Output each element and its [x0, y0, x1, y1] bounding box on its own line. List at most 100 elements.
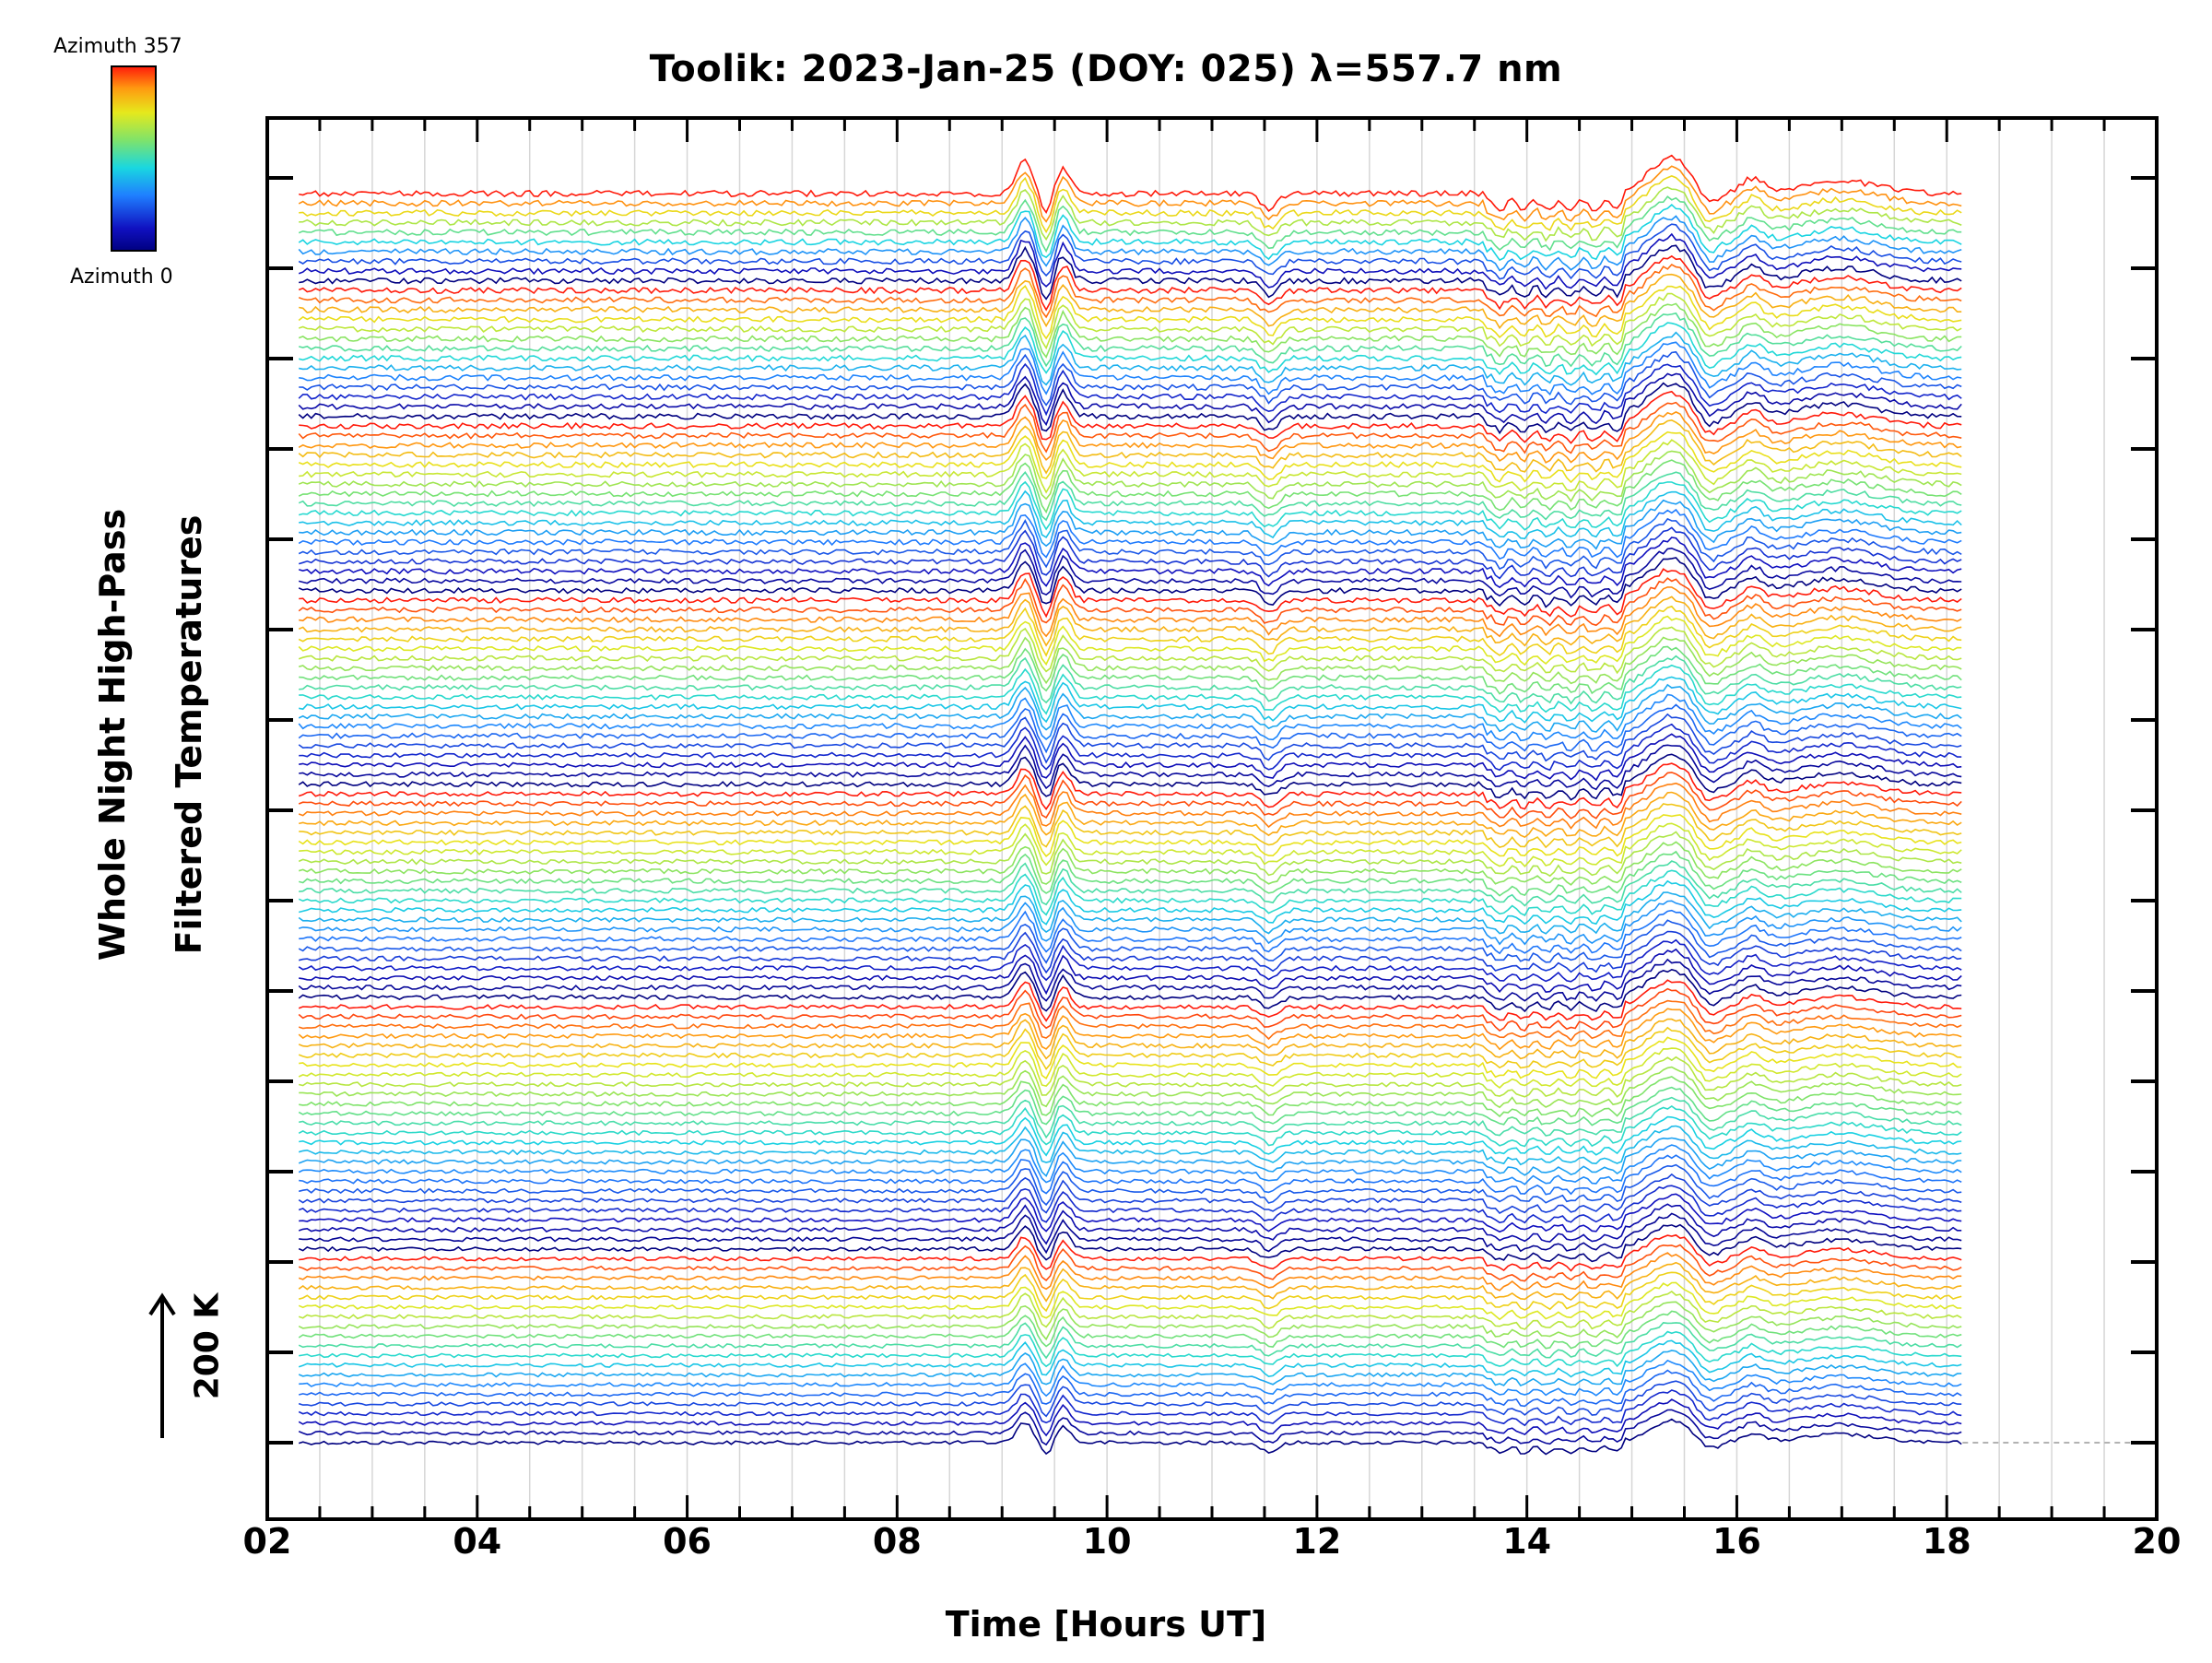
series-line — [298, 517, 1962, 571]
series-line — [298, 831, 1962, 878]
series-line — [298, 693, 1962, 742]
series-line — [299, 489, 1962, 540]
series-line — [298, 605, 1962, 657]
series-line — [298, 1105, 1962, 1148]
series-line — [298, 508, 1962, 560]
series-line — [298, 1252, 1962, 1291]
x-tick-label: 18 — [1922, 1521, 1971, 1562]
series-line — [298, 1418, 1962, 1456]
series-line — [298, 459, 1962, 514]
series-line — [298, 1008, 1962, 1051]
x-tick-label: 08 — [872, 1521, 922, 1562]
series-line — [298, 419, 1962, 475]
series-line — [298, 1271, 1962, 1313]
series-line — [298, 430, 1962, 484]
series-line — [298, 1026, 1962, 1070]
series-line — [298, 900, 1962, 946]
series-line — [298, 814, 1962, 857]
series-line — [299, 1154, 1962, 1196]
series-line — [299, 1076, 1962, 1118]
y-axis-label-line-2: Filtered Temperatures — [169, 514, 209, 955]
series-line — [298, 1173, 1962, 1215]
series-line — [299, 154, 1962, 215]
series-line — [298, 1339, 1962, 1378]
series-line — [299, 860, 1962, 907]
series-line — [298, 1137, 1962, 1178]
series-line — [299, 655, 1962, 705]
series-line — [298, 1185, 1962, 1224]
series-line — [299, 1036, 1962, 1079]
series-line — [298, 263, 1962, 319]
x-tick-label: 04 — [453, 1521, 502, 1562]
series-line — [299, 676, 1962, 724]
series-line — [298, 410, 1962, 464]
series-line — [298, 285, 1962, 340]
chart-title: Toolik: 2023-Jan-25 (DOY: 025) λ=557.7 n… — [649, 48, 1563, 90]
scale-bar-label: 200 K — [188, 1292, 227, 1400]
series-line — [299, 645, 1962, 695]
x-tick-label: 14 — [1502, 1521, 1552, 1562]
x-tick-label: 16 — [1712, 1521, 1761, 1562]
series-line — [298, 958, 1962, 1002]
series-line — [298, 1281, 1962, 1321]
series-line — [298, 596, 1962, 647]
series-line — [299, 350, 1962, 407]
x-tick-label: 20 — [2132, 1521, 2182, 1562]
series-line — [299, 1193, 1962, 1233]
colorbar-top-label: Azimuth 357 — [53, 35, 182, 58]
series-line — [298, 703, 1962, 754]
series-line — [298, 938, 1962, 983]
series-line — [299, 803, 1962, 849]
series-line — [298, 292, 1962, 350]
series-line — [298, 470, 1962, 522]
series-line — [298, 254, 1962, 312]
series-line — [299, 1066, 1962, 1109]
series-line — [299, 723, 1962, 772]
series-line — [298, 615, 1962, 666]
series-line — [298, 450, 1962, 503]
series-line — [298, 782, 1962, 830]
series-line — [299, 341, 1962, 396]
series-line — [298, 1144, 1962, 1185]
colorbar-bottom-label: Azimuth 0 — [70, 265, 173, 289]
series-line — [298, 223, 1962, 280]
series-line — [298, 204, 1962, 262]
series-line — [298, 626, 1962, 675]
series-line — [298, 1310, 1962, 1350]
series-line — [298, 1409, 1962, 1446]
series-line — [298, 999, 1962, 1042]
series-line — [299, 850, 1962, 897]
series-line — [299, 1212, 1962, 1255]
x-tick-label: 06 — [663, 1521, 712, 1562]
series-line — [299, 568, 1962, 619]
series-line — [298, 1291, 1962, 1330]
series-line — [299, 1369, 1962, 1408]
series-line — [298, 1380, 1962, 1418]
series-line — [298, 232, 1962, 290]
series-line — [298, 919, 1962, 964]
series-line — [299, 1233, 1962, 1272]
series-line — [299, 244, 1962, 301]
series-line — [298, 968, 1962, 1013]
series-line — [298, 1086, 1962, 1126]
series-line — [299, 1330, 1962, 1368]
series-line — [298, 841, 1962, 886]
series-line — [298, 1203, 1962, 1245]
series-line — [299, 273, 1962, 330]
x-axis-label: Time [Hours UT] — [945, 1604, 1267, 1645]
series-line — [298, 891, 1962, 935]
series-line — [298, 480, 1962, 531]
series-line — [298, 1018, 1962, 1060]
series-line — [298, 537, 1962, 589]
series-line — [299, 439, 1962, 494]
series-line — [299, 1096, 1962, 1139]
series-line — [299, 664, 1962, 715]
series-line — [299, 879, 1962, 926]
series-line — [299, 331, 1962, 386]
series-line — [298, 362, 1962, 417]
series-line — [299, 186, 1962, 242]
series-line — [298, 1223, 1962, 1263]
series-line — [298, 302, 1962, 359]
